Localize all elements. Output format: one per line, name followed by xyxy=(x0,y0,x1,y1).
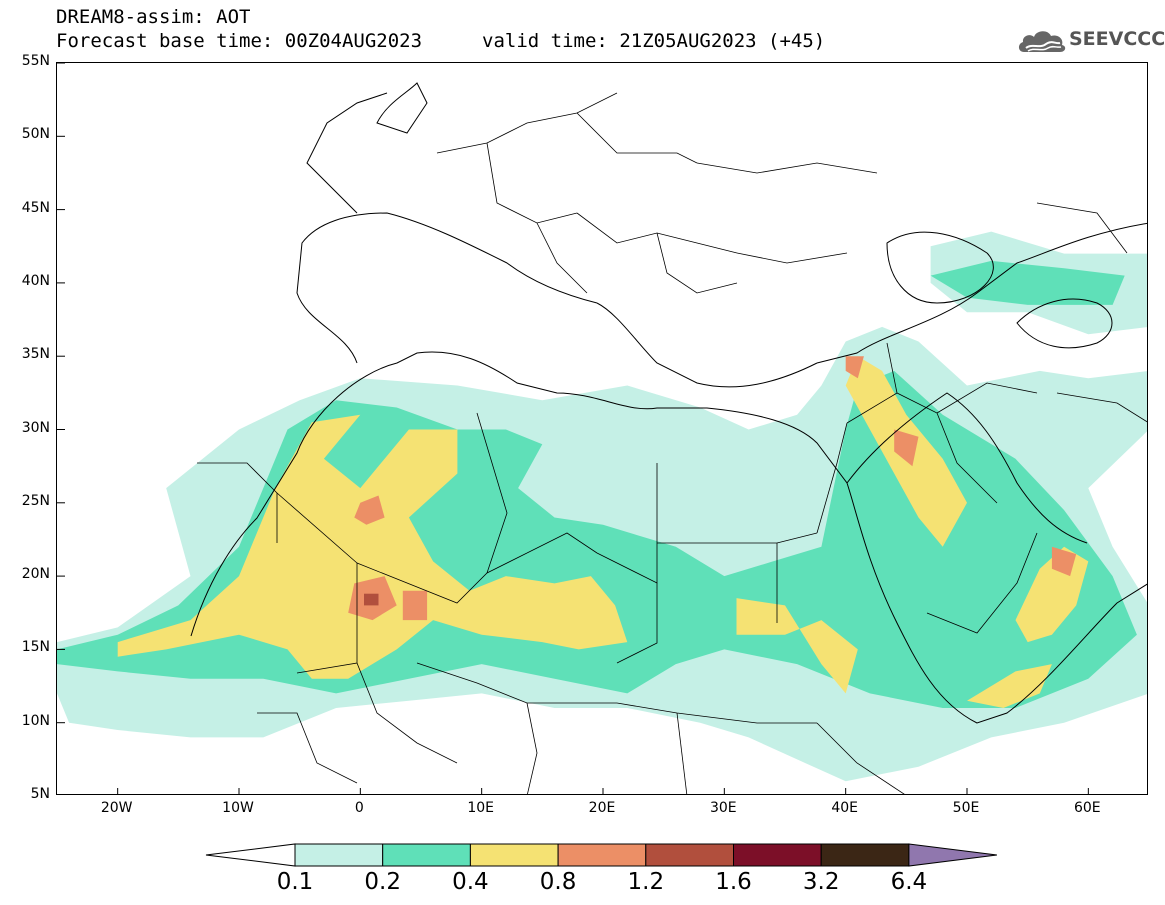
lat-label: 15N xyxy=(21,639,50,656)
lon-label: 10W xyxy=(222,800,254,816)
colorbar-level: 0.4 xyxy=(452,869,489,895)
lon-label: 20W xyxy=(100,800,133,816)
colorbar xyxy=(205,843,997,867)
lat-label: 25N xyxy=(21,492,50,509)
seevccc-logo: SEEVCCC xyxy=(1016,26,1165,56)
aot-region-8 xyxy=(967,664,1052,708)
lat-label: 50N xyxy=(21,126,50,143)
aot-fields xyxy=(57,231,1147,782)
aot-region-12 xyxy=(845,356,864,379)
colorbar-segment xyxy=(469,843,559,867)
colorbar-level: 0.1 xyxy=(276,869,314,895)
aot-region-11 xyxy=(354,495,385,525)
colorbar-level: 0.8 xyxy=(539,869,577,895)
lat-label: 55N xyxy=(21,53,50,69)
aot-region-15 xyxy=(364,593,379,606)
lat-label: 35N xyxy=(21,346,50,363)
lat-label: 40N xyxy=(21,272,50,289)
cloud-logo-icon xyxy=(1018,31,1066,52)
valid-time: valid time: 21Z05AUG2023 (+45) xyxy=(482,30,826,52)
colorbar-segment xyxy=(382,843,471,867)
aot-region-14 xyxy=(1051,546,1077,577)
lon-label: 0 xyxy=(354,800,364,816)
country-borders xyxy=(197,92,1147,794)
lon-label: 40E xyxy=(831,800,858,816)
lon-label: 20E xyxy=(588,800,616,816)
lat-label: 30N xyxy=(21,419,50,436)
base-time: Forecast base time: 00Z04AUG2023 xyxy=(56,30,423,52)
colorbar-arrow-low xyxy=(205,843,296,867)
aot-map-canvas xyxy=(57,63,1147,794)
coastlines xyxy=(190,82,1147,724)
map-title: DREAM8-assim: AOT xyxy=(56,6,251,28)
lat-label: 5N xyxy=(30,786,50,802)
logo-text: SEEVCCC xyxy=(1069,28,1165,50)
lat-label: 10N xyxy=(21,712,50,729)
colorbar-level: 1.6 xyxy=(715,869,752,895)
forecast-times: Forecast base time: 00Z04AUG2023 valid ti… xyxy=(56,30,825,52)
colorbar-level: 1.2 xyxy=(627,869,665,895)
colorbar-segment xyxy=(733,843,822,867)
colorbar-level: 0.2 xyxy=(364,869,401,895)
lat-label: 45N xyxy=(21,199,50,216)
lon-label: 50E xyxy=(952,800,980,816)
colorbar-segment xyxy=(820,843,910,867)
colorbar-segment xyxy=(294,843,384,867)
lat-label: 20N xyxy=(21,566,50,583)
aot-map xyxy=(56,62,1148,795)
lon-label: 60E xyxy=(1073,800,1101,816)
aot-region-10 xyxy=(402,590,428,621)
lon-label: 30E xyxy=(709,800,737,816)
colorbar-segment xyxy=(557,843,647,867)
aot-region-4 xyxy=(117,414,628,679)
aot-region-13 xyxy=(894,429,919,467)
aot-region-3 xyxy=(930,260,1125,305)
colorbar-level: 6.4 xyxy=(890,869,928,895)
colorbar-arrow-high xyxy=(908,843,997,867)
lon-label: 10E xyxy=(467,800,494,816)
aot-region-5 xyxy=(736,598,858,694)
colorbar-segment xyxy=(645,843,734,867)
colorbar-level: 3.2 xyxy=(802,869,840,895)
